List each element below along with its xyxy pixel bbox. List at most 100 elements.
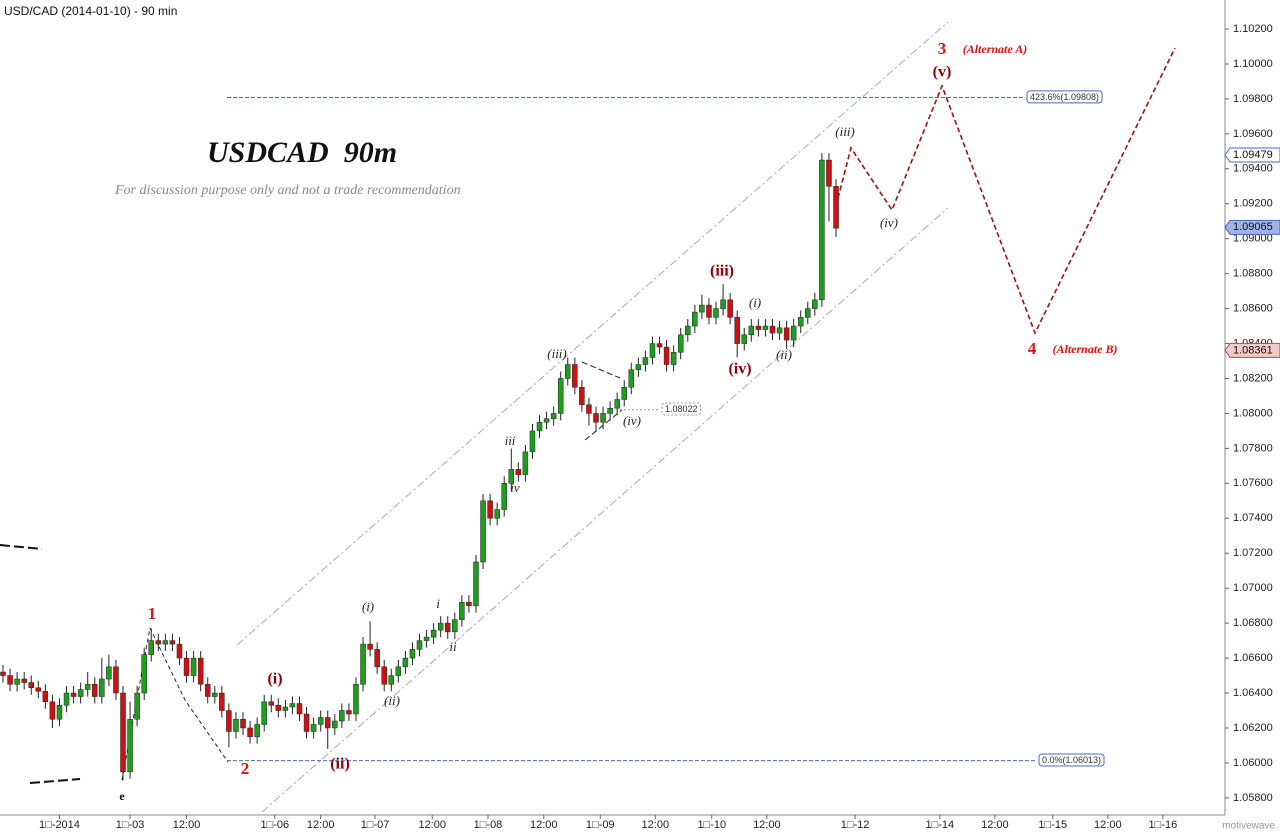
candle-body xyxy=(70,692,77,697)
candle-body xyxy=(49,701,56,720)
fib-label-box xyxy=(1038,753,1105,767)
candle-body xyxy=(706,304,712,318)
price-marker-label: 1.08361 xyxy=(1233,344,1273,356)
subtitle: For discussion purpose only and not a tr… xyxy=(114,183,461,198)
candle-body xyxy=(381,666,387,685)
x-tick-label: 12:00 xyxy=(307,819,335,831)
candle-body xyxy=(607,407,613,414)
candle-body xyxy=(790,325,797,341)
x-tick-label: 1□-09 xyxy=(586,819,615,831)
y-tick-label: 1.09200 xyxy=(1233,198,1273,210)
x-tick-label: 1□-12 xyxy=(841,819,870,831)
candle-body xyxy=(593,413,599,423)
candle-body xyxy=(444,622,451,633)
candle-body xyxy=(459,601,465,620)
candle-body xyxy=(169,640,176,645)
chart-title: USD/CAD (2014-01-10) - 90 min xyxy=(4,4,177,18)
wave-label: (iv) xyxy=(880,215,898,230)
x-tick-label: 12:00 xyxy=(173,819,201,831)
candle-body xyxy=(92,684,98,697)
wave-label: 1 xyxy=(148,604,157,623)
candle-body xyxy=(113,666,119,694)
candle-body xyxy=(0,671,6,676)
x-tick-label: 12:00 xyxy=(530,819,558,831)
x-tick-label: 1□-14 xyxy=(925,819,954,831)
candle-body xyxy=(282,706,289,711)
price-marker-label: 1.09479 xyxy=(1233,149,1273,161)
wave-label: ii xyxy=(449,639,457,654)
candle-body xyxy=(748,325,755,336)
wave-label: 2 xyxy=(241,759,250,778)
x-tick-label: 1□-10 xyxy=(697,819,726,831)
candle-body xyxy=(423,636,430,641)
candle-body xyxy=(416,640,423,650)
candle-body xyxy=(812,299,818,309)
y-tick-label: 1.07200 xyxy=(1233,547,1273,559)
candle-body xyxy=(42,691,49,703)
candle-body xyxy=(473,561,479,606)
fib-label-box xyxy=(1026,90,1103,104)
candle-body xyxy=(430,629,437,638)
x-tick-label: 12:00 xyxy=(418,819,446,831)
candle-body xyxy=(99,678,105,697)
y-tick-label: 1.08600 xyxy=(1233,303,1273,315)
candle-body xyxy=(233,718,239,732)
candle-body xyxy=(783,327,790,341)
wave-label: (v) xyxy=(933,64,952,81)
fib-level-label: 0.0%(1.06013) xyxy=(1042,755,1101,765)
candle-body xyxy=(642,357,649,365)
wave-label: (iv) xyxy=(623,413,641,428)
wave-label: e xyxy=(119,789,125,803)
candle-body xyxy=(720,299,726,309)
y-tick-label: 1.08200 xyxy=(1233,372,1273,384)
candle-body xyxy=(614,399,620,409)
wave-label: iii xyxy=(505,433,516,448)
wave-label: (ii) xyxy=(384,693,400,708)
candle-body xyxy=(437,622,444,631)
candle-body xyxy=(819,159,825,301)
candle-body xyxy=(685,325,691,336)
candle-body xyxy=(572,364,578,388)
candle-body xyxy=(134,692,140,720)
candle-body xyxy=(515,469,522,475)
candle-body xyxy=(713,308,719,318)
candle-body xyxy=(296,703,303,715)
x-tick-label: 12:00 xyxy=(753,819,781,831)
y-tick-label: 1.08000 xyxy=(1233,407,1273,419)
candle-body xyxy=(621,386,627,400)
candle-body xyxy=(247,727,253,737)
y-tick-label: 1.05800 xyxy=(1233,792,1273,804)
wave-label: iv xyxy=(510,480,520,495)
candle-body xyxy=(557,378,564,414)
y-tick-label: 1.07400 xyxy=(1233,512,1273,524)
wave-label: (i) xyxy=(267,671,282,688)
candle-body xyxy=(727,299,733,318)
wave-label: (iii) xyxy=(547,346,567,361)
candle-body xyxy=(494,509,500,519)
candle-body xyxy=(332,720,338,729)
wave-label: (iii) xyxy=(835,124,855,139)
wave-label: (i) xyxy=(362,599,374,614)
y-tick-label: 1.07000 xyxy=(1233,582,1273,594)
candle-body xyxy=(120,692,126,772)
y-tick-label: 1.06000 xyxy=(1233,757,1273,769)
wave-label: 4 xyxy=(1028,339,1037,358)
x-tick-label: 1□-07 xyxy=(361,819,390,831)
candle-body xyxy=(741,334,747,344)
candle-body xyxy=(565,364,571,379)
candle-body xyxy=(346,710,352,715)
x-tick-label: 1□-06 xyxy=(260,819,289,831)
candle-body xyxy=(762,325,769,330)
candle-body xyxy=(141,654,147,694)
candle-body xyxy=(501,483,507,510)
candle-body xyxy=(226,710,232,732)
candle-body xyxy=(579,386,585,405)
candle-body xyxy=(755,325,762,330)
candle-body xyxy=(663,346,670,365)
candle-body xyxy=(56,705,63,720)
wave-label: (ii) xyxy=(776,347,792,362)
candle-body xyxy=(805,308,811,318)
wave-label: i xyxy=(436,596,440,611)
